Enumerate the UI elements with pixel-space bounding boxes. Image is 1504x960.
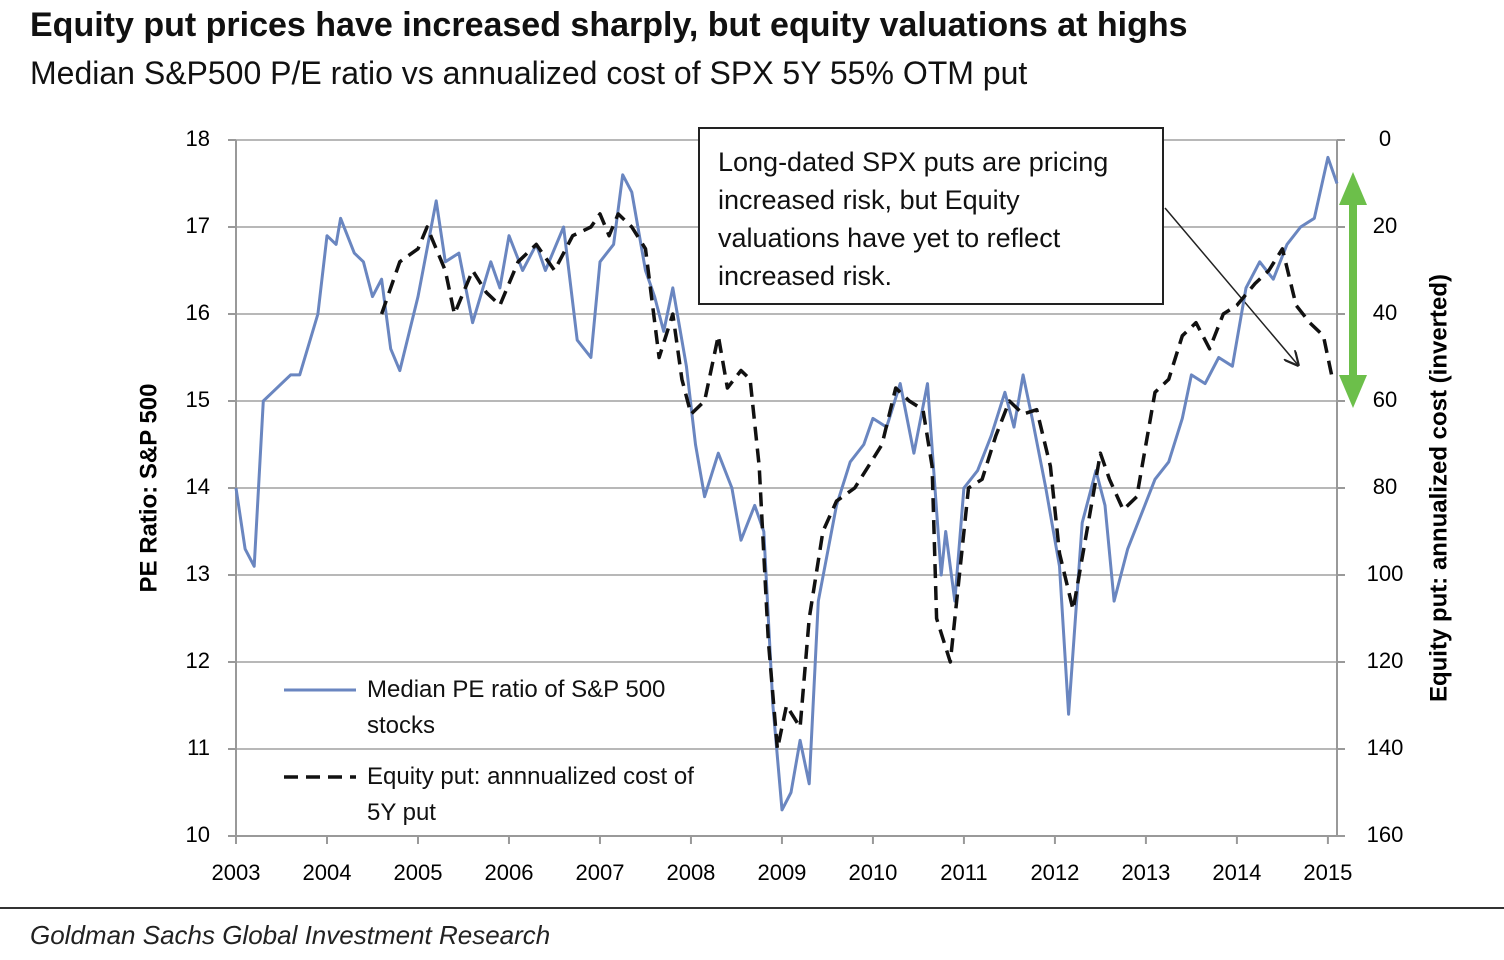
y2-tick-label: 40 <box>1373 300 1397 325</box>
x-tick-label: 2011 <box>940 860 987 885</box>
legend-label: Median PE ratio of S&P 500 stocks <box>367 676 666 739</box>
x-tick-label: 2003 <box>212 860 261 885</box>
y2-tick-label: 60 <box>1373 387 1397 412</box>
x-tick-label: 2010 <box>848 860 897 885</box>
annotation-box: Long-dated SPX puts are pricing increase… <box>698 127 1164 305</box>
y-tick-label: 11 <box>187 735 210 760</box>
x-tick-label: 2015 <box>1303 860 1352 885</box>
y2-tick-label: 20 <box>1373 213 1397 238</box>
y-tick-label: 17 <box>186 213 210 238</box>
series-line <box>234 155 1339 812</box>
x-tick-label: 2004 <box>303 860 352 885</box>
series-line <box>379 212 1335 751</box>
legend-label: Equity put: annnualized cost of 5Y put <box>367 763 694 826</box>
x-tick-label: 2012 <box>1030 860 1079 885</box>
y-axis-title: PE Ratio: S&P 500 <box>135 384 162 593</box>
y2-tick-label: 80 <box>1373 474 1397 499</box>
chart-subtitle: Median S&P500 P/E ratio vs annualized co… <box>30 55 1028 91</box>
y2-tick-label: 0 <box>1379 126 1391 151</box>
y-tick-label: 18 <box>186 126 210 151</box>
y-tick-label: 13 <box>186 561 210 586</box>
y-tick-label: 10 <box>186 822 210 847</box>
source-note: Goldman Sachs Global Investment Research <box>30 920 551 950</box>
chart-title: Equity put prices have increased sharply… <box>30 6 1188 44</box>
y2-tick-label: 100 <box>1367 561 1404 586</box>
annotation-arrow <box>1164 207 1298 365</box>
y-tick-label: 16 <box>186 300 210 325</box>
y2-axis-title: Equity put: annualized cost (inverted) <box>1425 274 1452 702</box>
x-tick-label: 2008 <box>666 860 715 885</box>
x-tick-label: 2007 <box>575 860 624 885</box>
x-tick-label: 2014 <box>1212 860 1261 885</box>
range-arrow <box>1339 172 1367 408</box>
y-tick-label: 12 <box>186 648 210 673</box>
y-tick-label: 14 <box>186 474 210 499</box>
x-tick-label: 2013 <box>1121 860 1170 885</box>
x-tick-label: 2005 <box>394 860 443 885</box>
x-tick-label: 2009 <box>757 860 806 885</box>
y2-tick-label: 140 <box>1367 735 1404 760</box>
y2-tick-label: 160 <box>1367 822 1404 847</box>
y-tick-label: 15 <box>186 387 210 412</box>
x-tick-label: 2006 <box>484 860 533 885</box>
y2-tick-label: 120 <box>1367 648 1404 673</box>
